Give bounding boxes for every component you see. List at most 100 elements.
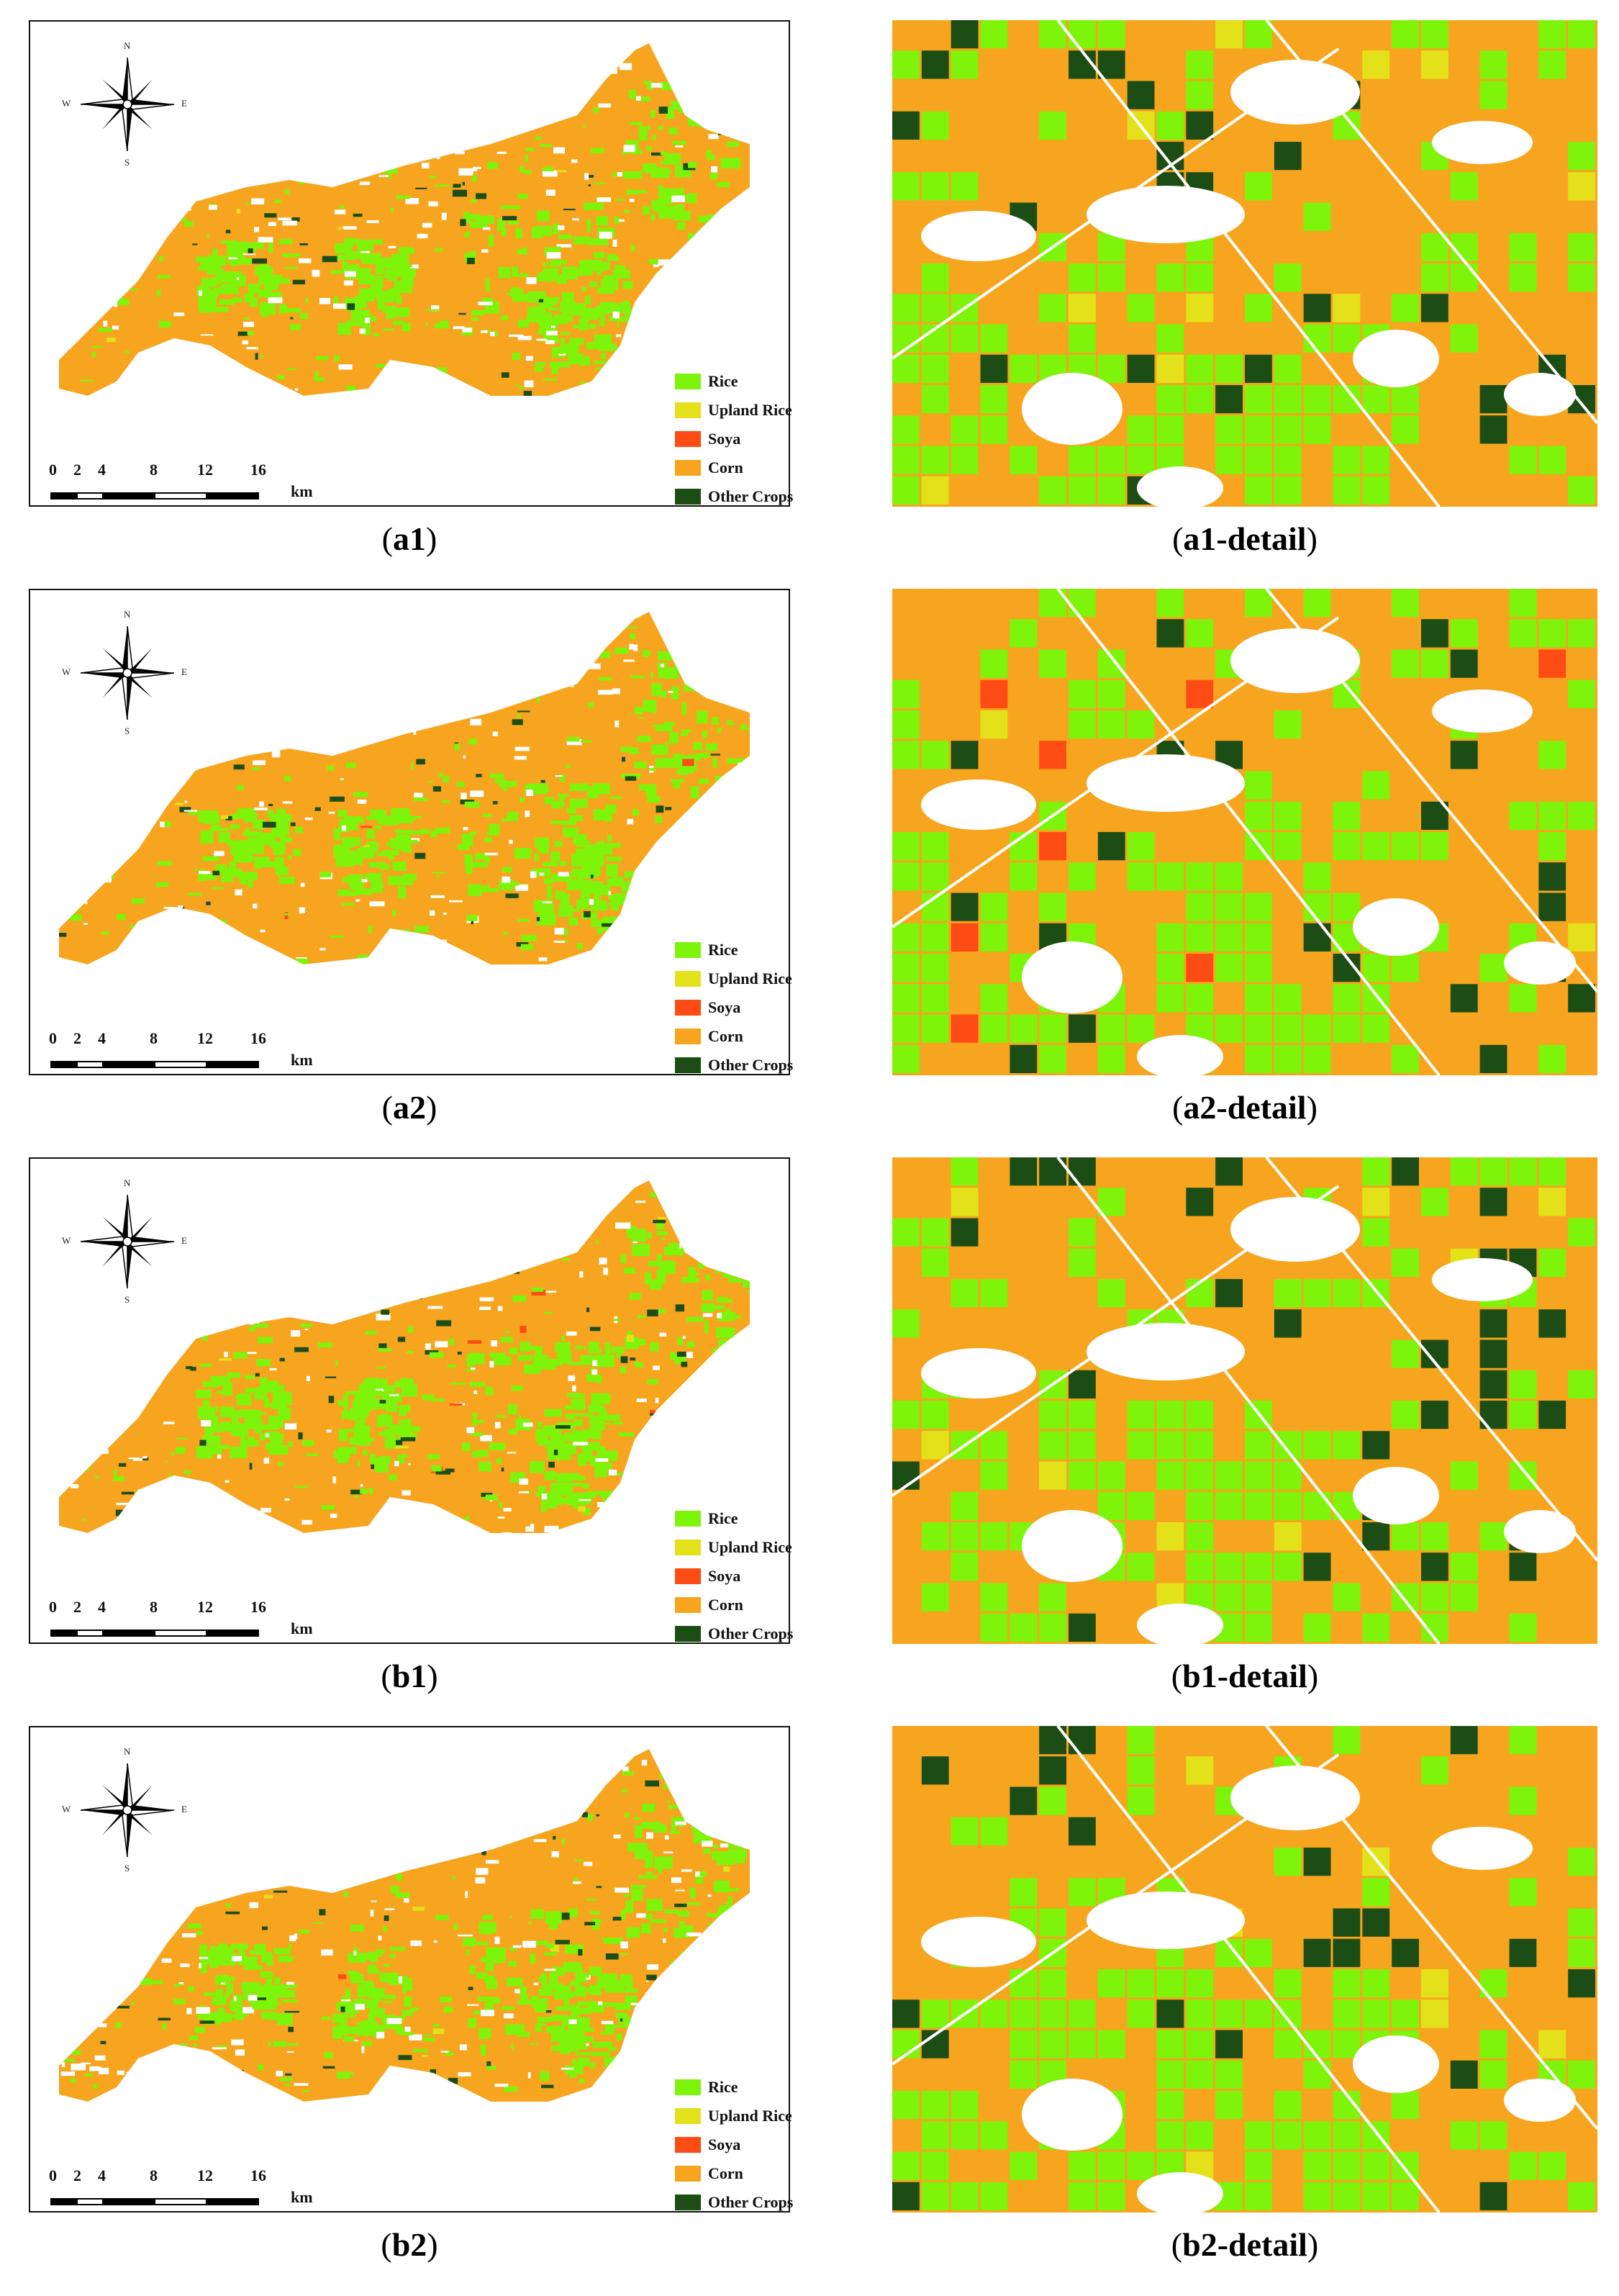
legend-label: Rice bbox=[708, 2078, 738, 2096]
scale-segment bbox=[102, 1630, 155, 1637]
legend-label: Corn bbox=[708, 1596, 743, 1614]
scale-unit-label: km bbox=[291, 1619, 313, 1637]
figure-row: N S E W 0 2 4 8 12 16 km bbox=[0, 1137, 1619, 1706]
legend-label: Rice bbox=[708, 372, 738, 390]
detail-map bbox=[892, 1726, 1597, 2213]
scale-segment bbox=[50, 2198, 78, 2205]
legend-label: Rice bbox=[708, 1509, 738, 1527]
legend-swatch-rice bbox=[675, 2079, 701, 2095]
detail-map bbox=[892, 1157, 1597, 1644]
map-caption: (b1) bbox=[381, 1658, 438, 1694]
scale-tick-label: 8 bbox=[150, 1029, 158, 1047]
scale-segment bbox=[206, 1061, 259, 1068]
scale-unit-label: km bbox=[291, 482, 313, 500]
map-legend: Rice Upland Rice Soya Corn Other Crops bbox=[675, 2073, 819, 2217]
legend-label: Soya bbox=[708, 2135, 741, 2153]
compass-west-label: W bbox=[62, 1235, 71, 1246]
scale-tick-label: 16 bbox=[250, 1029, 266, 1047]
legend-label: Upland Rice bbox=[708, 970, 792, 987]
legend-item: Upland Rice bbox=[675, 396, 819, 425]
crop-map-panel: N S E W 0 2 4 8 12 16 km bbox=[29, 1157, 793, 1644]
detail-caption-text: a2-detail bbox=[1183, 1089, 1307, 1126]
compass-south-label: S bbox=[124, 726, 130, 736]
scale-segment bbox=[154, 492, 207, 500]
legend-swatch-rice bbox=[675, 942, 701, 958]
compass-rose-icon: N S E W bbox=[62, 1746, 187, 1874]
legend-label: Other Crops bbox=[708, 2193, 794, 2211]
detail-map bbox=[892, 20, 1597, 507]
scale-tick-label: 0 bbox=[49, 2166, 57, 2184]
scale-tick-label: 12 bbox=[197, 1029, 213, 1047]
scale-segment bbox=[206, 1630, 259, 1637]
scale-tick-label: 12 bbox=[197, 1598, 213, 1616]
crop-map bbox=[59, 1180, 750, 1533]
legend-label: Rice bbox=[708, 941, 738, 959]
legend-swatch-rice bbox=[675, 374, 701, 389]
detail-map bbox=[892, 589, 1597, 1075]
legend-label: Upland Rice bbox=[708, 1538, 792, 1556]
legend-item: Soya bbox=[675, 425, 819, 453]
legend-item: Rice bbox=[675, 367, 819, 396]
crop-map-panel: N S E W 0 2 4 8 12 16 km bbox=[29, 1726, 793, 2213]
scale-segment bbox=[102, 1061, 155, 1068]
scale-segment bbox=[50, 1061, 78, 1068]
legend-item: Other Crops bbox=[675, 1619, 819, 1648]
scale-tick-label: 2 bbox=[73, 2166, 81, 2184]
legend-swatch-upland-rice bbox=[675, 971, 701, 987]
scale-segment bbox=[102, 2198, 155, 2205]
scale-segment bbox=[76, 1061, 104, 1068]
scale-bar: 0 2 4 8 12 16 km bbox=[49, 2166, 313, 2210]
legend-item: Other Crops bbox=[675, 2188, 819, 2217]
scale-segment bbox=[154, 1630, 207, 1637]
legend-item: Other Crops bbox=[675, 482, 819, 511]
legend-swatch-corn bbox=[675, 1029, 701, 1044]
crop-map bbox=[59, 1749, 750, 2102]
detail-map-panel bbox=[892, 589, 1597, 1075]
scale-segment bbox=[76, 492, 104, 500]
legend-item: Rice bbox=[675, 936, 819, 964]
scale-tick-label: 4 bbox=[98, 1029, 106, 1047]
legend-swatch-corn bbox=[675, 2166, 701, 2182]
detail-map-panel bbox=[892, 20, 1597, 507]
scale-tick-label: 12 bbox=[197, 2166, 213, 2184]
legend-swatch-soya bbox=[675, 2137, 701, 2153]
legend-swatch-other-crops bbox=[675, 1626, 701, 1642]
legend-swatch-other-crops bbox=[675, 1057, 701, 1073]
scale-tick-label: 8 bbox=[150, 461, 158, 479]
legend-label: Corn bbox=[708, 1027, 743, 1045]
legend-label: Other Crops bbox=[708, 1624, 794, 1642]
legend-label: Other Crops bbox=[708, 487, 794, 505]
legend-label: Corn bbox=[708, 458, 743, 476]
map-caption: (a1) bbox=[381, 520, 437, 557]
scale-tick-label: 4 bbox=[98, 461, 106, 479]
detail-caption: (a2-detail) bbox=[1172, 1089, 1318, 1126]
detail-caption: (a1-detail) bbox=[1172, 520, 1318, 557]
compass-west-label: W bbox=[62, 666, 71, 677]
legend-swatch-soya bbox=[675, 431, 701, 447]
crop-map-panel: N S E W 0 2 4 8 12 16 km bbox=[29, 589, 793, 1075]
scale-tick-label: 8 bbox=[150, 2166, 158, 2184]
legend-swatch-soya bbox=[675, 1568, 701, 1584]
compass-north-label: N bbox=[124, 1178, 131, 1188]
scale-tick-label: 2 bbox=[73, 461, 81, 479]
scale-segment bbox=[154, 2198, 207, 2205]
compass-north-label: N bbox=[124, 609, 131, 620]
legend-swatch-other-crops bbox=[675, 2195, 701, 2210]
scale-segment bbox=[50, 492, 78, 500]
legend-label: Corn bbox=[708, 2164, 743, 2182]
figure-row: N S E W 0 2 4 8 12 16 km bbox=[0, 0, 1619, 569]
legend-item: Corn bbox=[675, 2159, 819, 2188]
map-caption-text: a2 bbox=[393, 1089, 426, 1126]
compass-west-label: W bbox=[62, 98, 71, 109]
scale-tick-label: 0 bbox=[49, 1029, 57, 1047]
compass-east-label: E bbox=[181, 666, 187, 677]
detail-caption-text: b1-detail bbox=[1182, 1658, 1307, 1694]
legend-item: Rice bbox=[675, 1504, 819, 1533]
map-caption-text: b1 bbox=[391, 1658, 427, 1694]
scale-tick-label: 12 bbox=[197, 461, 213, 479]
scale-unit-label: km bbox=[291, 2188, 313, 2206]
legend-item: Corn bbox=[675, 1591, 819, 1619]
scale-segment bbox=[102, 492, 155, 500]
map-legend: Rice Upland Rice Soya Corn Other Crops bbox=[675, 936, 819, 1080]
compass-south-label: S bbox=[124, 157, 130, 168]
